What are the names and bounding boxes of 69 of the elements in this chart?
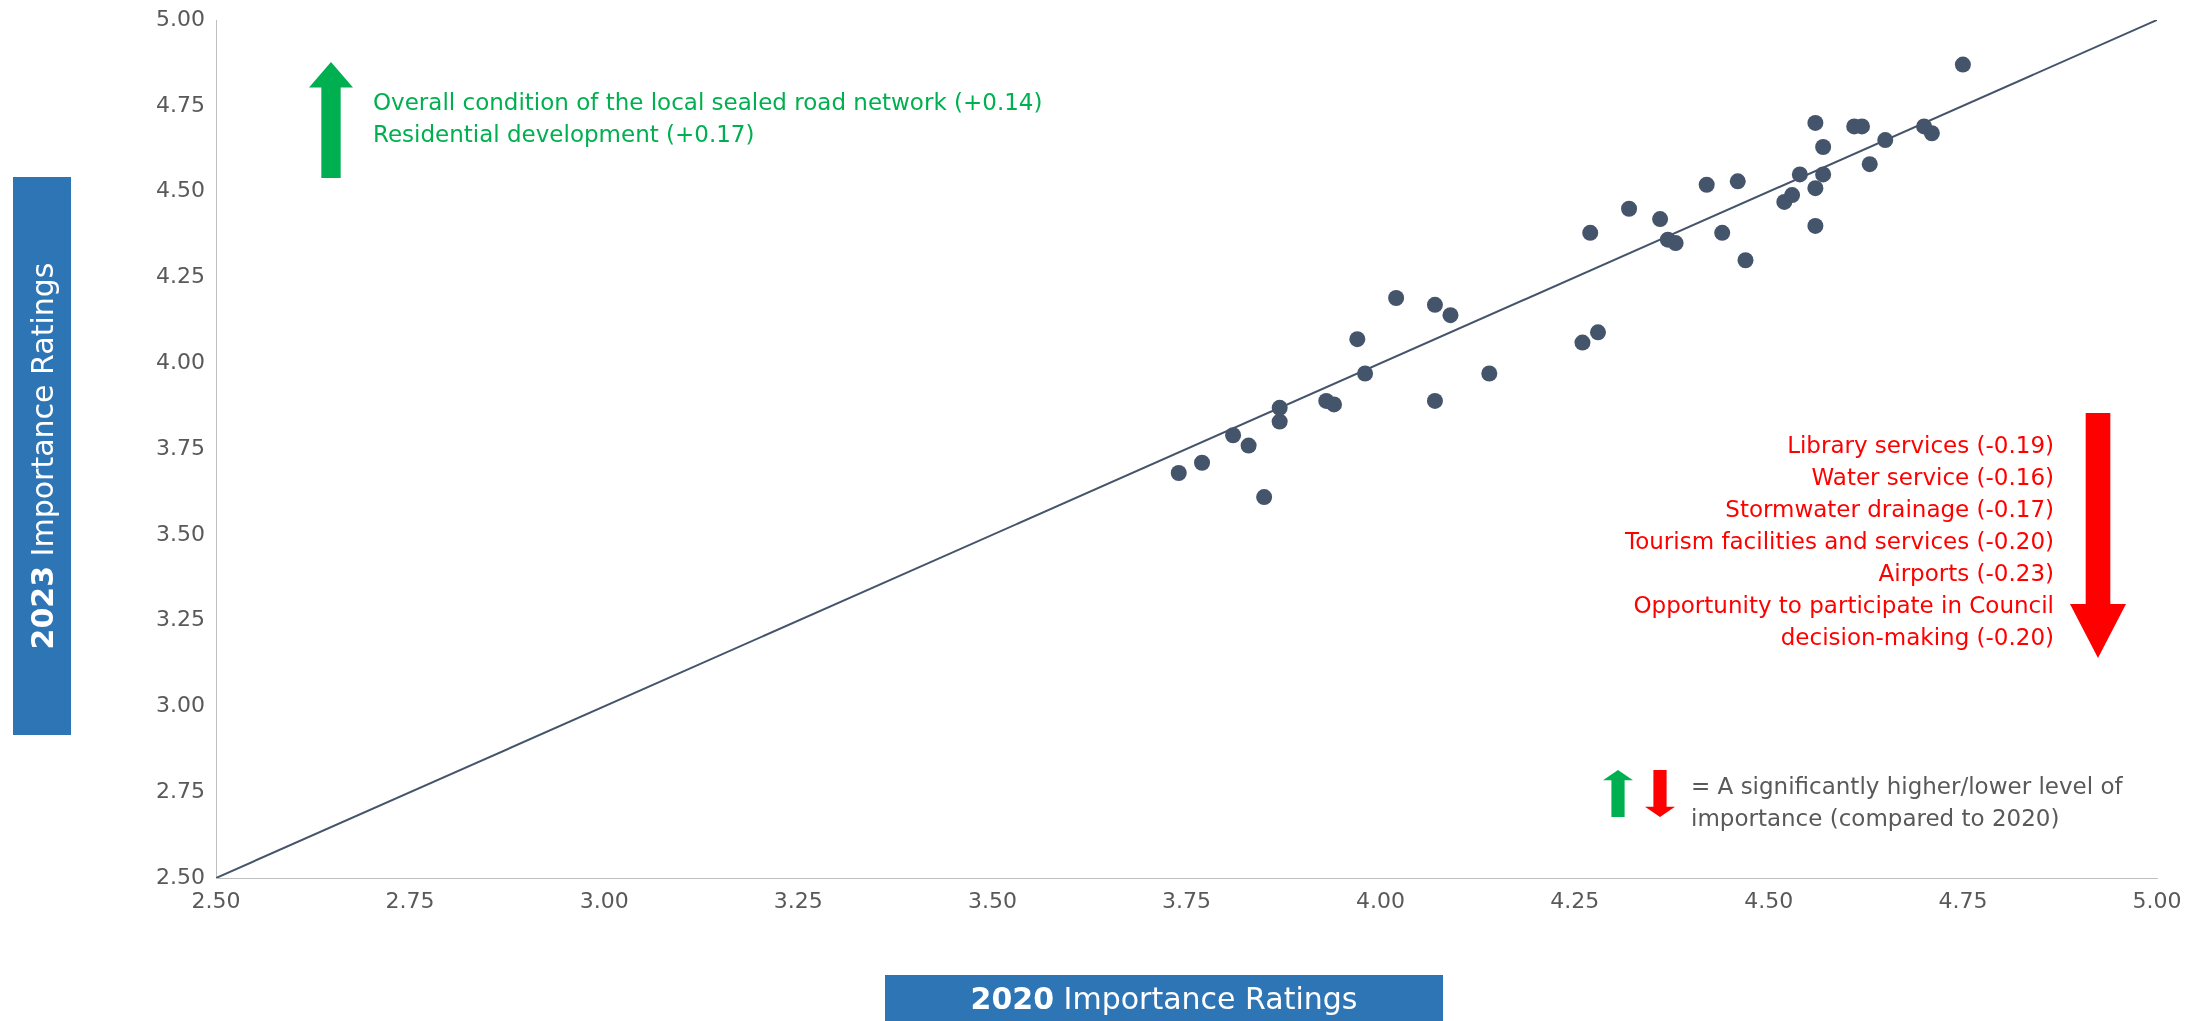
point xyxy=(1170,465,1187,482)
x-tick-label: 3.00 xyxy=(579,887,629,913)
point xyxy=(1784,187,1801,204)
point xyxy=(1271,413,1288,430)
x-tick-label: 3.25 xyxy=(773,887,823,913)
point xyxy=(1791,166,1808,183)
point xyxy=(1357,365,1374,382)
point xyxy=(1667,235,1684,252)
y-tick-label: 4.25 xyxy=(156,263,205,289)
y-tick-label: 3.50 xyxy=(156,520,205,546)
point xyxy=(1714,224,1731,241)
point xyxy=(1426,296,1443,313)
x-tick-label: 4.50 xyxy=(1744,887,1794,913)
point xyxy=(1481,365,1498,382)
point xyxy=(1923,125,1940,142)
point xyxy=(1861,156,1878,173)
point xyxy=(1807,114,1824,131)
point xyxy=(1574,334,1591,351)
point xyxy=(1388,289,1405,306)
point xyxy=(1194,454,1211,471)
point xyxy=(1807,180,1824,197)
annotation: Residential development (+0.17) xyxy=(373,120,756,149)
x-axis-title: 2020 Importance Ratings xyxy=(970,980,1358,1016)
point xyxy=(1652,211,1669,228)
point xyxy=(1737,252,1754,269)
point xyxy=(1877,132,1894,149)
point xyxy=(1589,324,1606,341)
point xyxy=(1326,396,1343,413)
x-tick-label: 2.75 xyxy=(385,887,435,913)
y-axis-title: 2023 Importance Ratings xyxy=(24,262,60,650)
point xyxy=(1271,399,1288,416)
point xyxy=(1729,173,1746,190)
annotation: = A significantly higher/lower level of importance (compared to 2020) xyxy=(1691,772,2124,833)
annotation: Opportunity to participate in Council decision-making (-0.20) xyxy=(1632,591,2054,652)
y-tick-label: 4.00 xyxy=(156,348,205,374)
point xyxy=(1621,200,1638,217)
point xyxy=(1349,331,1366,348)
x-tick-label: 3.50 xyxy=(967,887,1017,913)
point xyxy=(1240,437,1257,454)
y-tick-label: 5.00 xyxy=(156,5,205,31)
point xyxy=(1815,166,1832,183)
point xyxy=(1442,307,1459,324)
point xyxy=(1225,427,1242,444)
y-tick-label: 3.75 xyxy=(156,434,205,460)
annotation: Stormwater drainage (-0.17) xyxy=(1724,495,2054,524)
point xyxy=(1426,392,1443,409)
point xyxy=(1807,217,1824,234)
x-tick-label: 2.50 xyxy=(191,887,241,913)
y-tick-label: 4.75 xyxy=(156,91,205,117)
y-tick-label: 4.50 xyxy=(156,177,205,203)
point xyxy=(1256,489,1273,506)
point xyxy=(1954,56,1971,73)
x-tick-label: 5.00 xyxy=(2132,887,2182,913)
x-tick-label: 3.75 xyxy=(1162,887,1211,913)
point xyxy=(1582,224,1599,241)
y-tick-label: 2.50 xyxy=(156,863,205,889)
point xyxy=(1815,138,1832,155)
x-tick-label: 4.75 xyxy=(1938,887,1988,913)
annotation: Airports (-0.23) xyxy=(1877,559,2054,588)
x-tick-label: 4.00 xyxy=(1356,887,1406,913)
x-tick-label: 4.25 xyxy=(1550,887,1600,913)
point xyxy=(1698,176,1715,193)
annotation: Water service (-0.16) xyxy=(1810,463,2054,492)
y-tick-label: 3.25 xyxy=(156,606,205,632)
annotation: Library services (-0.19) xyxy=(1786,431,2054,460)
y-tick-label: 2.75 xyxy=(156,777,205,803)
annotation: Overall condition of the local sealed road network (+0.14) xyxy=(373,88,1043,117)
y-tick-label: 3.00 xyxy=(156,692,205,718)
annotation: Tourism facilities and services (-0.20) xyxy=(1624,527,2054,556)
